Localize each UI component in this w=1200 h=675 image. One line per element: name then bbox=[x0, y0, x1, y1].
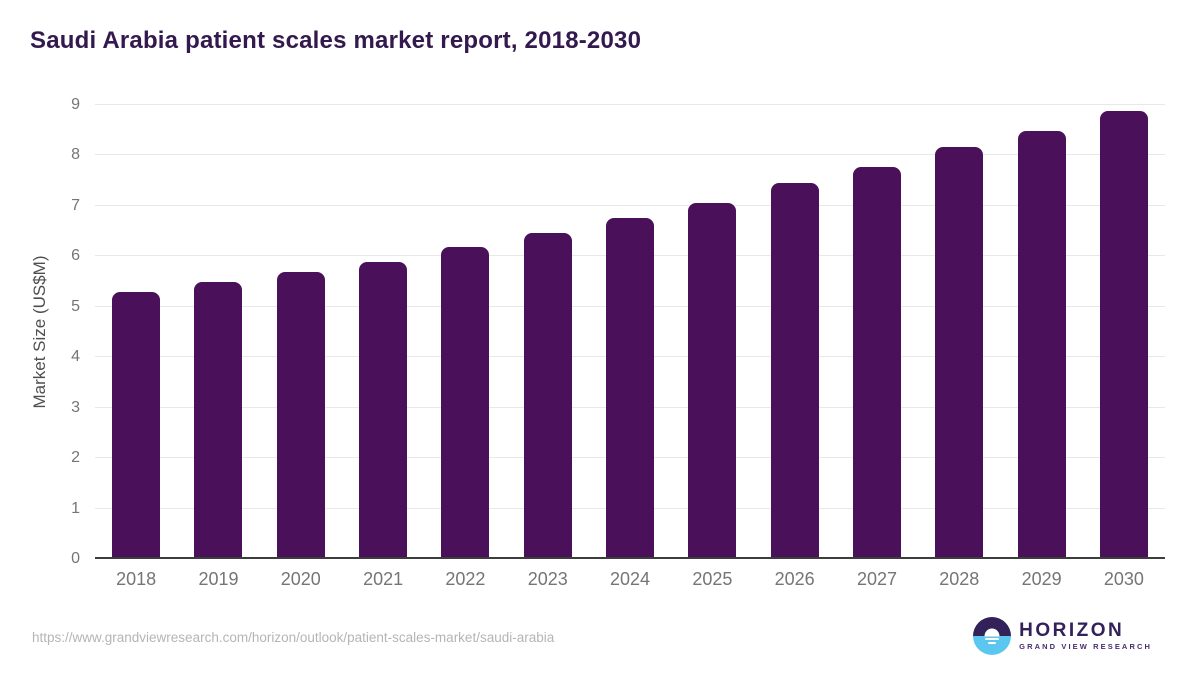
sun-icon bbox=[984, 628, 1000, 636]
x-tick-label: 2028 bbox=[939, 569, 980, 589]
y-tick-label: 5 bbox=[71, 297, 80, 315]
bar-2024 bbox=[606, 217, 655, 559]
bar-slot bbox=[260, 105, 342, 559]
x-axis-tick-labels: 2018 2019 2020 2021 2022 2023 2024 2025 2026 2027… bbox=[95, 569, 1165, 590]
logo-subtitle: GRAND VIEW RESEARCH bbox=[1019, 642, 1152, 652]
bar-slot bbox=[918, 105, 1000, 559]
x-tick-label: 2022 bbox=[445, 569, 486, 589]
y-tick-label: 0 bbox=[71, 550, 80, 567]
bar-2027 bbox=[852, 167, 901, 559]
gridline bbox=[95, 154, 1165, 156]
bar-2022 bbox=[441, 247, 490, 559]
source-url: https://www.grandviewresearch.com/horizo… bbox=[32, 630, 555, 645]
x-tick-label: 2030 bbox=[1103, 569, 1144, 589]
plot-area bbox=[95, 104, 1165, 559]
sun-reflection-line bbox=[988, 642, 997, 644]
bar-slot bbox=[671, 105, 753, 559]
y-tick-label: 1 bbox=[71, 499, 80, 517]
x-tick-label: 2026 bbox=[774, 569, 815, 589]
bar-slot bbox=[836, 105, 918, 559]
bar-slot bbox=[507, 105, 589, 559]
bar-2023 bbox=[523, 232, 572, 559]
bar-slot bbox=[1000, 105, 1082, 559]
x-tick-label: 2029 bbox=[1021, 569, 1062, 589]
horizon-logo: HORIZON GRAND VIEW RESEARCH bbox=[973, 617, 1152, 655]
bar-2025 bbox=[688, 202, 737, 559]
y-tick-label: 7 bbox=[71, 196, 80, 214]
x-axis-line bbox=[95, 557, 1165, 559]
x-tick-label: 2021 bbox=[363, 569, 404, 589]
bar-slot bbox=[1083, 105, 1165, 559]
y-axis-tick-labels: 0 1 2 3 4 5 6 7 8 9 bbox=[0, 96, 80, 567]
x-tick-label: 2025 bbox=[692, 569, 733, 589]
bar-slot bbox=[424, 105, 506, 559]
sun-reflection-line bbox=[985, 638, 1000, 640]
bar-slot bbox=[754, 105, 836, 559]
chart-title: Saudi Arabia patient scales market repor… bbox=[30, 27, 642, 54]
bar-2029 bbox=[1017, 130, 1066, 559]
bar-slot bbox=[342, 105, 424, 559]
bar-slot bbox=[589, 105, 671, 559]
bar-2021 bbox=[359, 262, 408, 559]
bar-slot bbox=[95, 105, 177, 559]
gridline bbox=[95, 204, 1165, 206]
bar-2030 bbox=[1099, 110, 1148, 559]
y-tick-label: 3 bbox=[71, 398, 80, 416]
gridline bbox=[95, 104, 1165, 105]
x-tick-label: 2024 bbox=[610, 569, 651, 589]
bar-2028 bbox=[935, 146, 984, 559]
bar-2018 bbox=[112, 291, 161, 559]
x-tick-label: 2018 bbox=[116, 569, 157, 589]
y-tick-label: 6 bbox=[71, 247, 80, 265]
horizon-logo-icon bbox=[973, 617, 1012, 655]
horizon-logo-text: HORIZON GRAND VIEW RESEARCH bbox=[1019, 621, 1152, 651]
x-tick-label: 2020 bbox=[280, 569, 321, 589]
bar-slot bbox=[177, 105, 259, 559]
x-tick-label: 2023 bbox=[527, 569, 568, 589]
y-tick-label: 4 bbox=[71, 348, 80, 366]
x-tick-label: 2027 bbox=[856, 569, 897, 589]
y-tick-label: 9 bbox=[71, 96, 80, 113]
y-tick-label: 2 bbox=[71, 449, 80, 467]
x-tick-label: 2019 bbox=[198, 569, 239, 589]
bar-2020 bbox=[276, 271, 325, 559]
logo-name: HORIZON bbox=[1019, 620, 1125, 642]
bar-2019 bbox=[194, 282, 243, 559]
bar-2026 bbox=[770, 182, 819, 559]
y-tick-label: 8 bbox=[71, 146, 80, 164]
bar-series bbox=[95, 105, 1165, 559]
